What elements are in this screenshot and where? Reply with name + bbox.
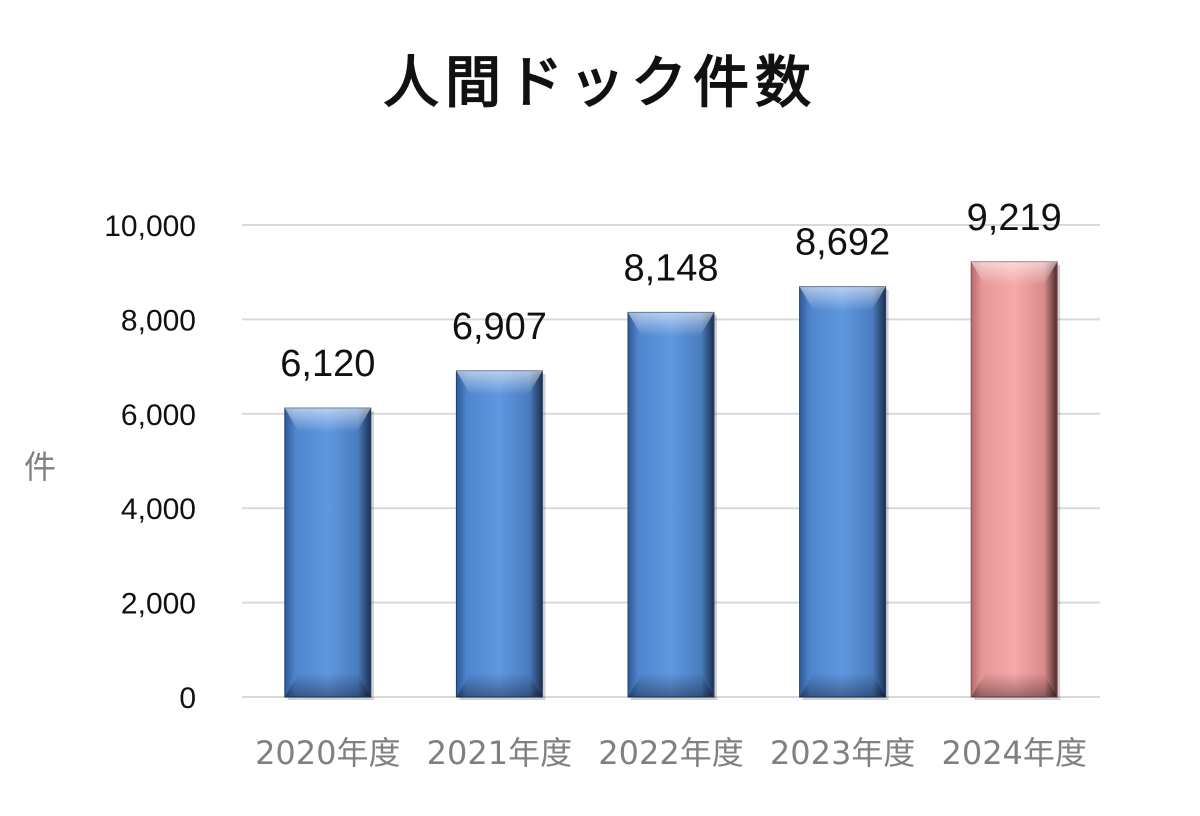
y-tick-label: 8,000	[121, 304, 196, 337]
y-axis-label: 件	[24, 448, 56, 486]
y-tick-label: 10,000	[104, 210, 196, 243]
chart-title: 人間ドック件数	[383, 51, 817, 116]
data-label: 6,120	[280, 343, 375, 385]
data-label: 8,148	[623, 247, 718, 289]
y-tick-label: 0	[179, 682, 196, 715]
x-category-label: 2024年度	[941, 734, 1086, 772]
bar	[970, 261, 1061, 700]
y-tick-label: 2,000	[121, 588, 196, 621]
bar	[799, 286, 889, 700]
data-label: 6,907	[452, 306, 547, 348]
x-category-label: 2022年度	[598, 734, 743, 772]
x-category-label: 2020年度	[255, 734, 400, 772]
bar	[455, 370, 546, 700]
y-tick-label: 6,000	[121, 399, 196, 432]
x-category-label: 2021年度	[427, 734, 572, 772]
data-label: 9,219	[967, 197, 1062, 239]
data-label: 8,692	[795, 222, 890, 264]
bar	[627, 311, 717, 700]
bar	[284, 407, 374, 700]
x-category-label: 2023年度	[770, 734, 915, 772]
y-tick-label: 4,000	[121, 493, 196, 526]
